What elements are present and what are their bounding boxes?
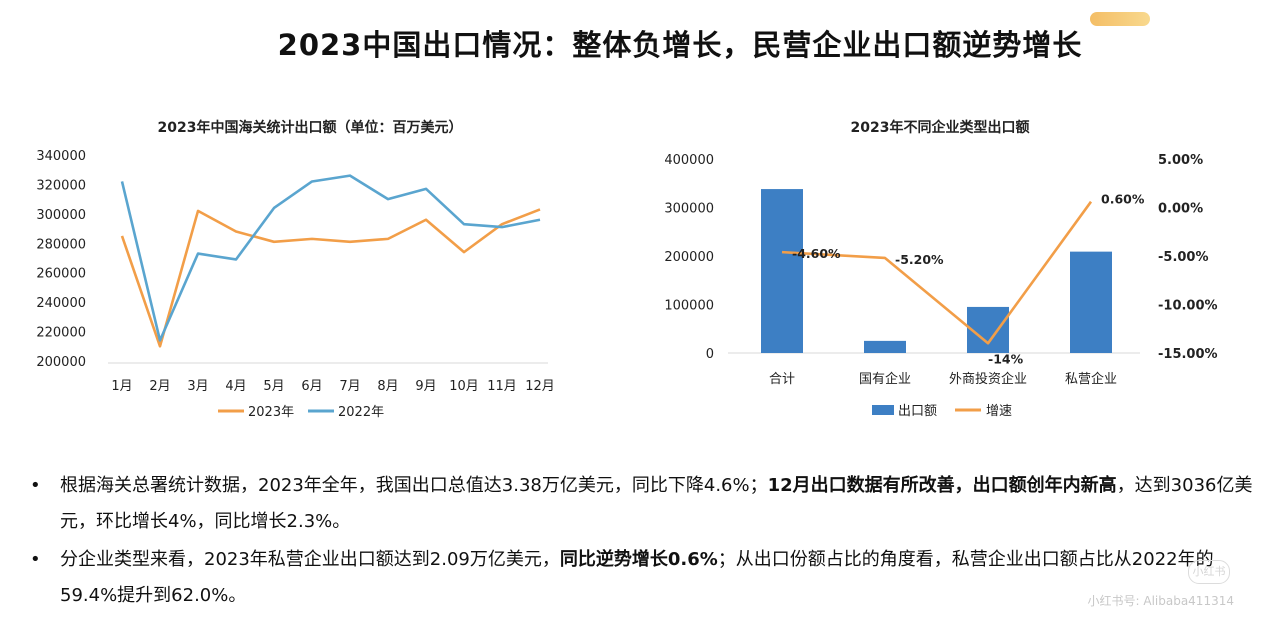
data-label: 0.60% xyxy=(1101,192,1145,207)
x-tick-label: 12月 xyxy=(525,379,555,394)
bar xyxy=(864,340,906,353)
y-tick-label: 240000 xyxy=(36,296,86,311)
decoration-bar xyxy=(1090,12,1150,26)
page-title: 2023中国出口情况：整体负增长，民营企业出口额逆势增长 xyxy=(277,28,1083,62)
series-line-2022年 xyxy=(120,174,541,342)
bar-chart-y-ticks: 0 100000 200000 300000 400000 xyxy=(664,153,714,362)
line-chart-y-ticks: 200000 220000 240000 260000 280000 300000 3200… xyxy=(36,149,86,370)
x-tick-label: 6月 xyxy=(301,379,322,394)
x-tick-label: 私营企业 xyxy=(1065,371,1117,387)
bullet-item: • 分企业类型来看，2023年私营企业出口额达到2.09万亿美元，同比逆势增长0… xyxy=(30,542,1260,614)
y-tick-label: 100000 xyxy=(664,299,714,314)
watermark: 小红书号: Alibaba411314 xyxy=(1087,594,1235,608)
x-tick-label: 10月 xyxy=(449,379,479,394)
y2-tick-label: -5.00% xyxy=(1158,250,1209,265)
bar-chart-title: 2023年不同企业类型出口额 xyxy=(851,119,1030,136)
bullet-dot: • xyxy=(30,549,41,570)
x-tick-label: 9月 xyxy=(415,379,436,394)
bar-chart: 2023年不同企业类型出口额 0 100000 200000 300000 400000… xyxy=(664,119,1217,419)
y-tick-label: 200000 xyxy=(664,250,714,265)
legend-swatch xyxy=(872,405,894,415)
y-tick-label: 340000 xyxy=(36,149,86,164)
legend-label: 出口额 xyxy=(898,404,937,419)
x-tick-label: 8月 xyxy=(377,379,398,394)
watermark-badge: 小红书 xyxy=(1188,560,1230,584)
series-line-2023年 xyxy=(120,208,541,348)
y-tick-label: 200000 xyxy=(36,355,86,370)
x-tick-label: 1月 xyxy=(111,379,132,394)
line-chart-x-ticks: 1月 2月 3月 4月 5月 6月 7月 8月 9月 10月 11月 12月 xyxy=(111,379,554,394)
bar xyxy=(967,306,1009,353)
x-tick-label: 外商投资企业 xyxy=(949,371,1027,387)
line-chart-title: 2023年中国海关统计出口额（单位：百万美元） xyxy=(158,119,463,136)
y2-tick-label: -15.00% xyxy=(1158,347,1218,362)
data-label: -5.20% xyxy=(895,252,944,267)
charts-canvas: 2023年中国海关统计出口额（单位：百万美元） 200000 220000 2400… xyxy=(36,119,1217,420)
bar-chart-legend: 出口额 增速 xyxy=(872,404,1012,419)
growth-line xyxy=(781,200,1093,345)
y-tick-label: 300000 xyxy=(664,202,714,217)
bullet-list: • 根据海关总署统计数据，2023年全年，我国出口总值达3.38万亿美元，同比下… xyxy=(30,468,1260,616)
x-tick-label: 合计 xyxy=(769,372,795,387)
line-chart-series xyxy=(120,174,541,348)
data-label: -4.60% xyxy=(792,246,841,261)
legend-label: 2022年 xyxy=(338,405,384,420)
y-tick-label: 0 xyxy=(706,347,714,362)
bullet-dot: • xyxy=(30,475,41,496)
y2-tick-label: 5.00% xyxy=(1158,153,1203,168)
bullet-text: 分企业类型来看，2023年私营企业出口额达到2.09万亿美元，同比逆势增长0.6… xyxy=(60,549,1214,606)
y-tick-label: 320000 xyxy=(36,178,86,193)
y-tick-label: 280000 xyxy=(36,237,86,252)
line-chart: 2023年中国海关统计出口额（单位：百万美元） 200000 220000 2400… xyxy=(36,119,554,420)
bar-chart-y2-ticks: 5.00% 0.00% -5.00% -10.00% -15.00% xyxy=(1158,153,1218,362)
x-tick-label: 7月 xyxy=(339,379,360,394)
x-tick-label: 5月 xyxy=(263,379,284,394)
data-label: -14% xyxy=(988,351,1024,366)
y-tick-label: 260000 xyxy=(36,267,86,282)
x-tick-label: 4月 xyxy=(225,379,246,394)
y-tick-label: 220000 xyxy=(36,326,86,341)
x-tick-label: 2月 xyxy=(149,379,170,394)
bar-chart-x-ticks: 合计 国有企业 外商投资企业 私营企业 xyxy=(769,371,1117,387)
y-tick-label: 400000 xyxy=(664,153,714,168)
x-tick-label: 国有企业 xyxy=(859,371,911,387)
bullet-text: 根据海关总署统计数据，2023年全年，我国出口总值达3.38万亿美元，同比下降4… xyxy=(60,475,1253,532)
legend-label: 增速 xyxy=(986,404,1012,419)
x-tick-label: 3月 xyxy=(187,379,208,394)
legend-label: 2023年 xyxy=(248,405,294,420)
bar-chart-growth-line: -4.60% -5.20% -14% 0.60% xyxy=(781,192,1145,366)
bar xyxy=(761,189,803,353)
bar-chart-bars xyxy=(761,189,1112,353)
bar xyxy=(1070,251,1112,353)
x-tick-label: 11月 xyxy=(487,379,517,394)
line-chart-legend: 2023年 2022年 xyxy=(218,405,384,420)
bullet-item: • 根据海关总署统计数据，2023年全年，我国出口总值达3.38万亿美元，同比下… xyxy=(30,468,1260,540)
y-tick-label: 300000 xyxy=(36,208,86,223)
y2-tick-label: -10.00% xyxy=(1158,299,1218,314)
y2-tick-label: 0.00% xyxy=(1158,202,1203,217)
